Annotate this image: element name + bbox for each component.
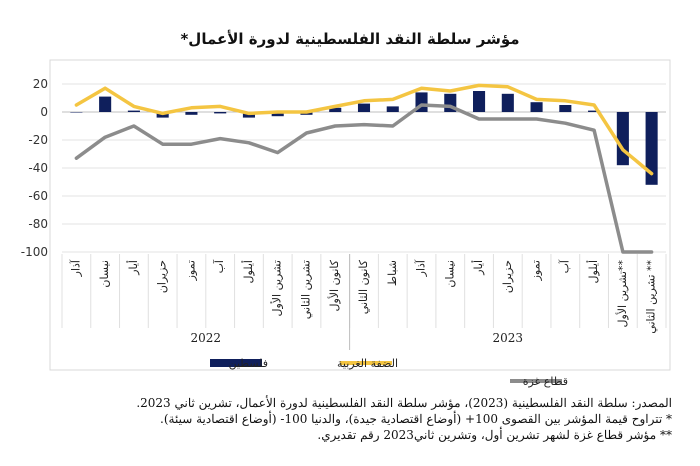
x-tick-label: آذار (68, 259, 82, 277)
legend-palestine-label: فلسطين (229, 357, 268, 370)
bar-palestine (357, 103, 371, 112)
bar-series (70, 91, 658, 185)
line-gaza (74, 103, 654, 254)
bar-palestine (127, 110, 140, 112)
bar-palestine (645, 112, 658, 185)
bar-palestine (501, 93, 514, 112)
line-west-bank (74, 83, 654, 176)
x-tick-label: تشرين الثاني ** (645, 260, 658, 334)
x-tick-label: كانون الثاني (357, 259, 370, 314)
y-axis: 20 0 -20 -40 -60 -80 -100 (21, 77, 48, 259)
x-tick-label: أيلول (586, 260, 600, 283)
plot-frame (49, 59, 671, 371)
x-tick-label: آب (557, 259, 571, 273)
x-tick-label: أيلول (241, 260, 255, 283)
bar-palestine (214, 112, 227, 114)
year-label: 2023 (493, 331, 524, 345)
y-tick-label: -20 (28, 133, 48, 147)
bar-palestine (185, 112, 198, 115)
legend-gaza-label: قطاع غزة (523, 375, 568, 388)
bar-palestine (271, 112, 284, 117)
bar-palestine (559, 105, 572, 112)
line-series (74, 83, 654, 254)
x-tick-label: تشرين الثاني (299, 260, 312, 319)
bar-palestine (588, 110, 601, 112)
x-tick-label: تموز (530, 260, 543, 281)
y-tick-label: 0 (40, 105, 48, 119)
bar-palestine (99, 96, 112, 112)
x-tick-label: كانون الأول (327, 259, 341, 311)
bar-palestine (473, 91, 486, 112)
x-axis: آذار نيسان أيار حزيران تموز آب أيلول تشرين الأو… (61, 254, 667, 334)
bar-palestine (616, 112, 629, 166)
chart-title: مؤشر سلطة النقد الفلسطينية لدورة الأعمال… (180, 30, 520, 48)
x-tick-label: شباط (386, 260, 399, 286)
x-tick-label: نيسان (98, 260, 111, 288)
legend-palestine-swatch (210, 359, 262, 367)
y-tick-label: -100 (21, 245, 48, 259)
x-tick-label: حزيران (501, 260, 514, 293)
x-tick-label: أيار (126, 260, 140, 276)
bar-palestine (329, 107, 342, 112)
x-tick-label: تشرين الأول (270, 260, 284, 317)
source-note: المصدر: سلطة النقد الفلسطينية (2023)، مؤ… (136, 396, 672, 410)
x-tick-label: تشرين الأول** (615, 260, 629, 328)
x-tick-label: تموز (184, 260, 197, 281)
year-groups: 2022 2023 (191, 254, 524, 350)
y-tick-label: -80 (28, 217, 48, 231)
x-tick-label: حزيران (156, 260, 169, 293)
bar-palestine (386, 106, 399, 112)
footnote-range: * تتراوح قيمة المؤشر بين القصوى 100+ (أو… (160, 412, 672, 426)
y-tick-label: -40 (28, 161, 48, 175)
legend: فلسطين الضفة الغربية قطاع غزة (210, 357, 568, 388)
x-tick-label: آب (212, 259, 226, 273)
year-label: 2022 (191, 331, 222, 345)
x-tick-label: نيسان (443, 260, 456, 288)
y-tick-label: -60 (28, 189, 48, 203)
bar-palestine (70, 112, 83, 113)
footnote-gaza-estimate: ** مؤشر قطاع غزة لشهر تشرين أول، وتشرين … (317, 428, 672, 442)
legend-west-bank-label: الضفة الغربية (337, 357, 398, 370)
x-tick-label: أيار (471, 260, 485, 276)
bar-palestine (530, 102, 543, 112)
x-tick-label: آذار (414, 259, 428, 277)
y-tick-label: 20 (33, 77, 48, 91)
